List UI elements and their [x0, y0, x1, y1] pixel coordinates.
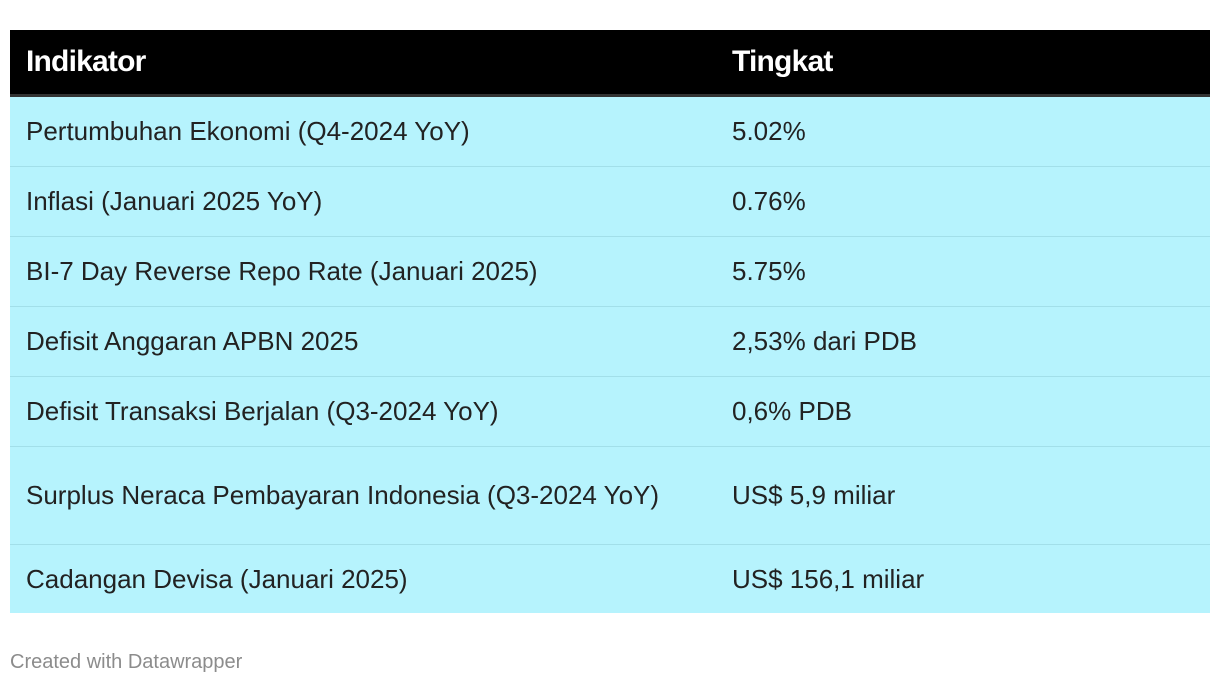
value-cell: 0,6% PDB — [715, 376, 1210, 447]
column-header-tingkat[interactable]: Tingkat — [715, 30, 1210, 97]
value-cell: 5.02% — [715, 95, 1210, 167]
data-table-container: Indikator Tingkat Pertumbuhan Ekonomi (Q… — [10, 30, 1210, 613]
table-body: Pertumbuhan Ekonomi (Q4-2024 YoY) 5.02% … — [10, 95, 1210, 613]
value-cell: US$ 156,1 miliar — [715, 544, 1210, 613]
indicator-cell: Defisit Anggaran APBN 2025 — [10, 306, 715, 377]
datawrapper-credit[interactable]: Created with Datawrapper — [10, 651, 243, 673]
column-header-indikator[interactable]: Indikator — [10, 30, 715, 97]
value-cell: 0.76% — [715, 166, 1210, 237]
indicator-cell: Cadangan Devisa (Januari 2025) — [10, 544, 715, 613]
header-row: Indikator Tingkat — [10, 30, 1210, 97]
data-table: Indikator Tingkat Pertumbuhan Ekonomi (Q… — [10, 30, 1210, 613]
indicator-cell: Surplus Neraca Pembayaran Indonesia (Q3-… — [10, 446, 715, 545]
value-cell: 5.75% — [715, 236, 1210, 307]
table-header: Indikator Tingkat — [10, 30, 1210, 97]
table-row: Cadangan Devisa (Januari 2025) US$ 156,1… — [10, 544, 1210, 613]
table-row: BI-7 Day Reverse Repo Rate (Januari 2025… — [10, 236, 1210, 307]
indicator-cell: BI-7 Day Reverse Repo Rate (Januari 2025… — [10, 236, 715, 307]
table-row: Defisit Anggaran APBN 2025 2,53% dari PD… — [10, 306, 1210, 377]
table-row: Surplus Neraca Pembayaran Indonesia (Q3-… — [10, 446, 1210, 545]
value-cell: US$ 5,9 miliar — [715, 446, 1210, 545]
indicator-cell: Defisit Transaksi Berjalan (Q3-2024 YoY) — [10, 376, 715, 447]
value-cell: 2,53% dari PDB — [715, 306, 1210, 377]
table-row: Inflasi (Januari 2025 YoY) 0.76% — [10, 166, 1210, 237]
indicator-cell: Inflasi (Januari 2025 YoY) — [10, 166, 715, 237]
table-row: Defisit Transaksi Berjalan (Q3-2024 YoY)… — [10, 376, 1210, 447]
table-row: Pertumbuhan Ekonomi (Q4-2024 YoY) 5.02% — [10, 95, 1210, 167]
indicator-cell: Pertumbuhan Ekonomi (Q4-2024 YoY) — [10, 95, 715, 167]
